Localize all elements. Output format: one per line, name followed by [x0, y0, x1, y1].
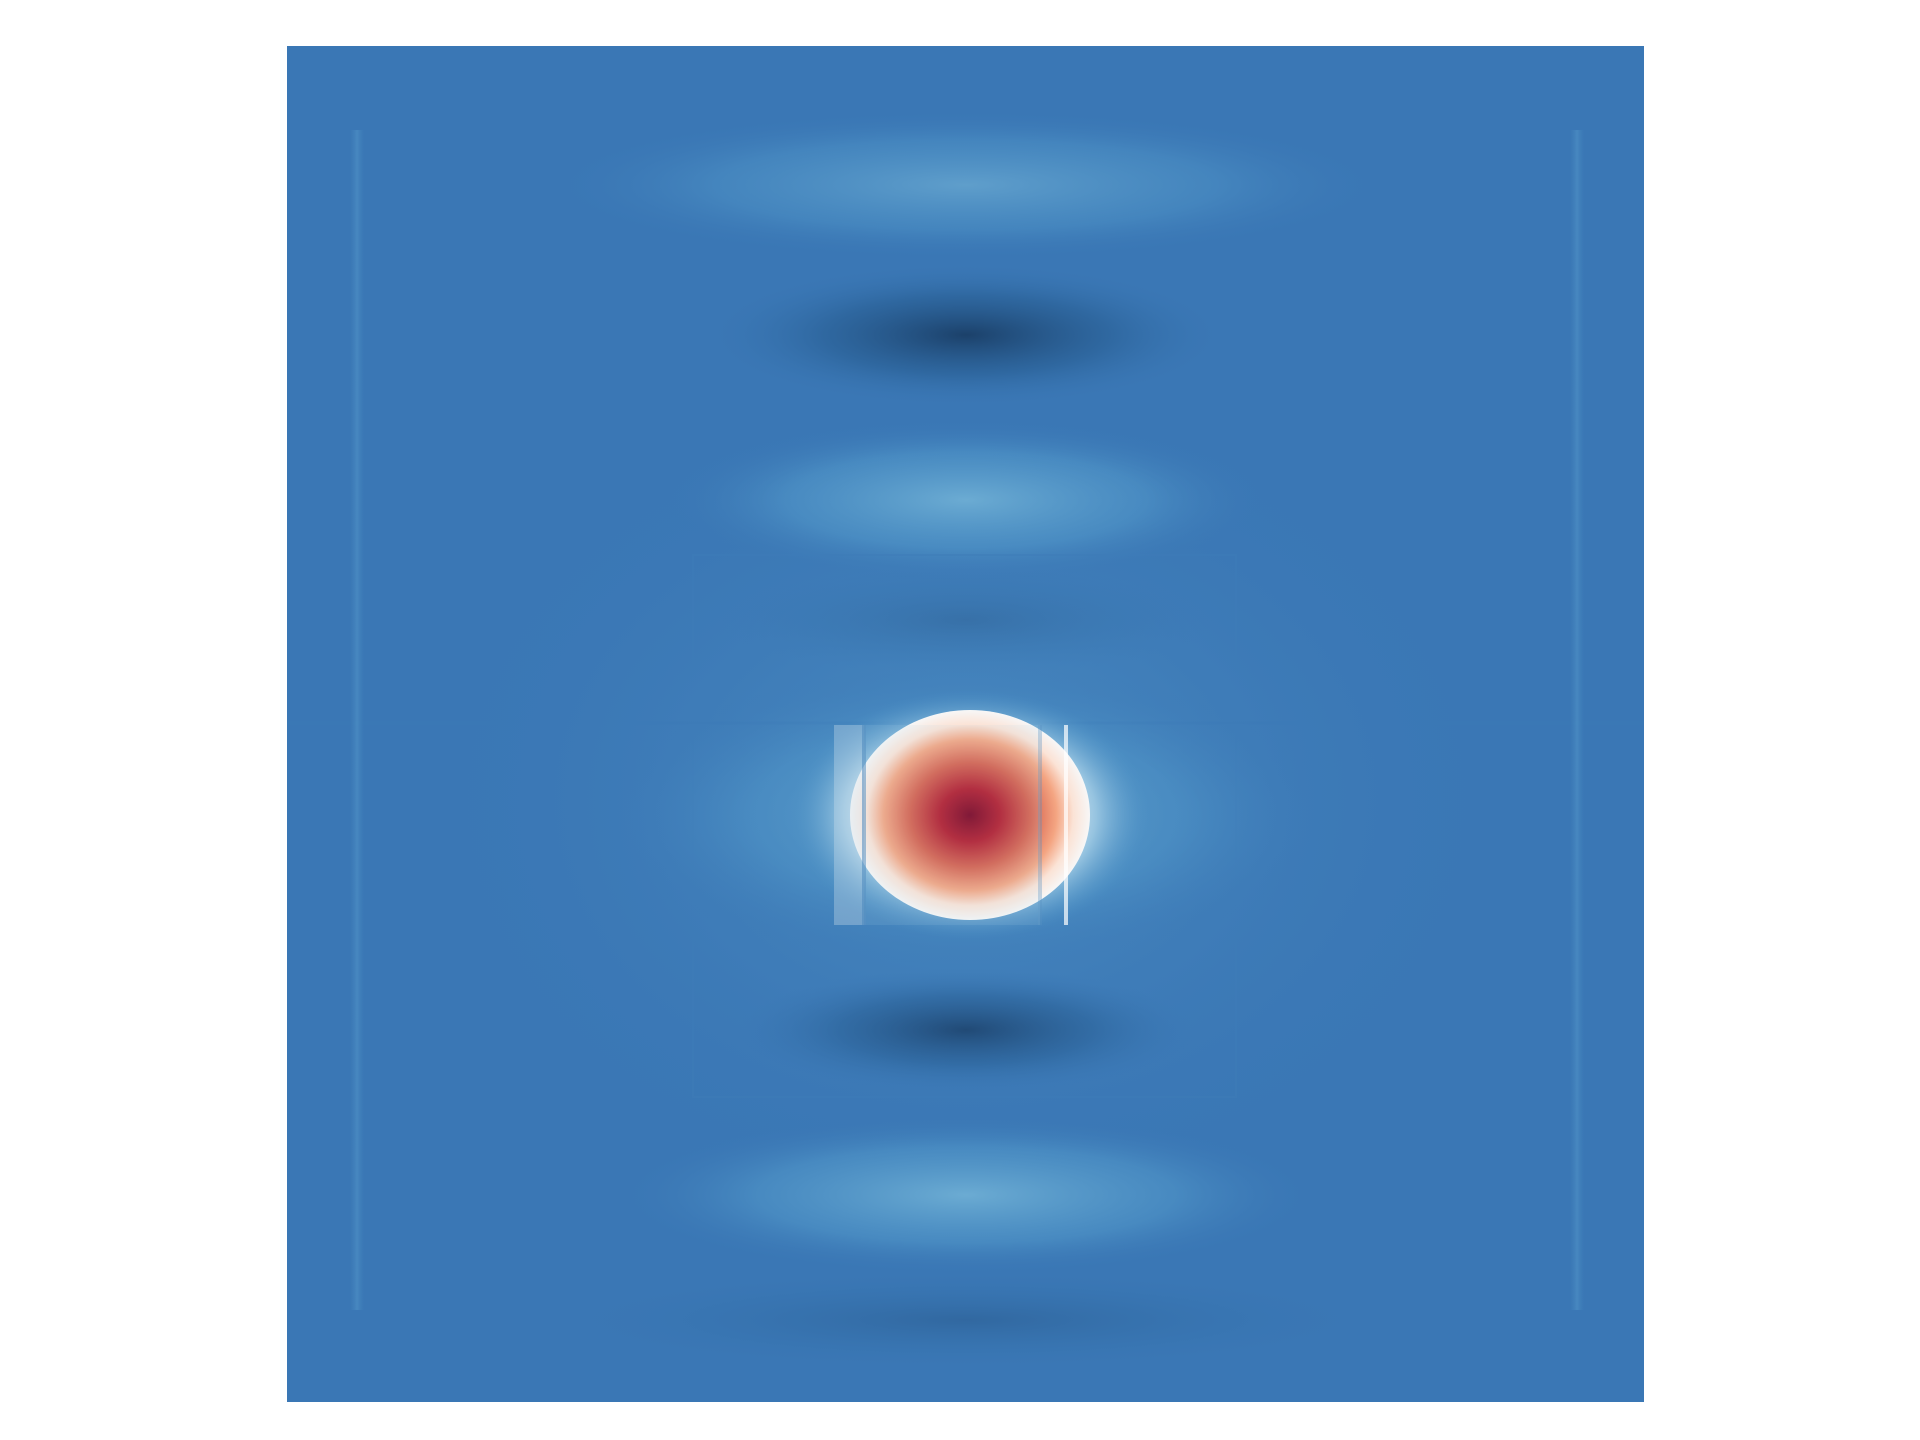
core-hotspot: [850, 710, 1090, 920]
dark-band-upper: [716, 565, 1216, 675]
core-line-right-inner: [1038, 725, 1042, 925]
light-band-top: [546, 110, 1386, 260]
core-box-tint: [864, 725, 1040, 925]
core-line-left: [862, 725, 866, 925]
light-lobe-lower: [616, 1115, 1316, 1275]
field-domain: [287, 46, 1644, 1402]
dark-band-bottom: [546, 1270, 1386, 1370]
core-line-right: [1064, 725, 1068, 925]
edge-line-left: [350, 130, 364, 1310]
dark-lobe-top: [706, 263, 1226, 407]
light-lobe-upper: [666, 420, 1266, 580]
edge-line-right: [1570, 130, 1584, 1310]
dark-lobe-bottom: [736, 968, 1196, 1092]
core-strip-left: [834, 725, 864, 925]
